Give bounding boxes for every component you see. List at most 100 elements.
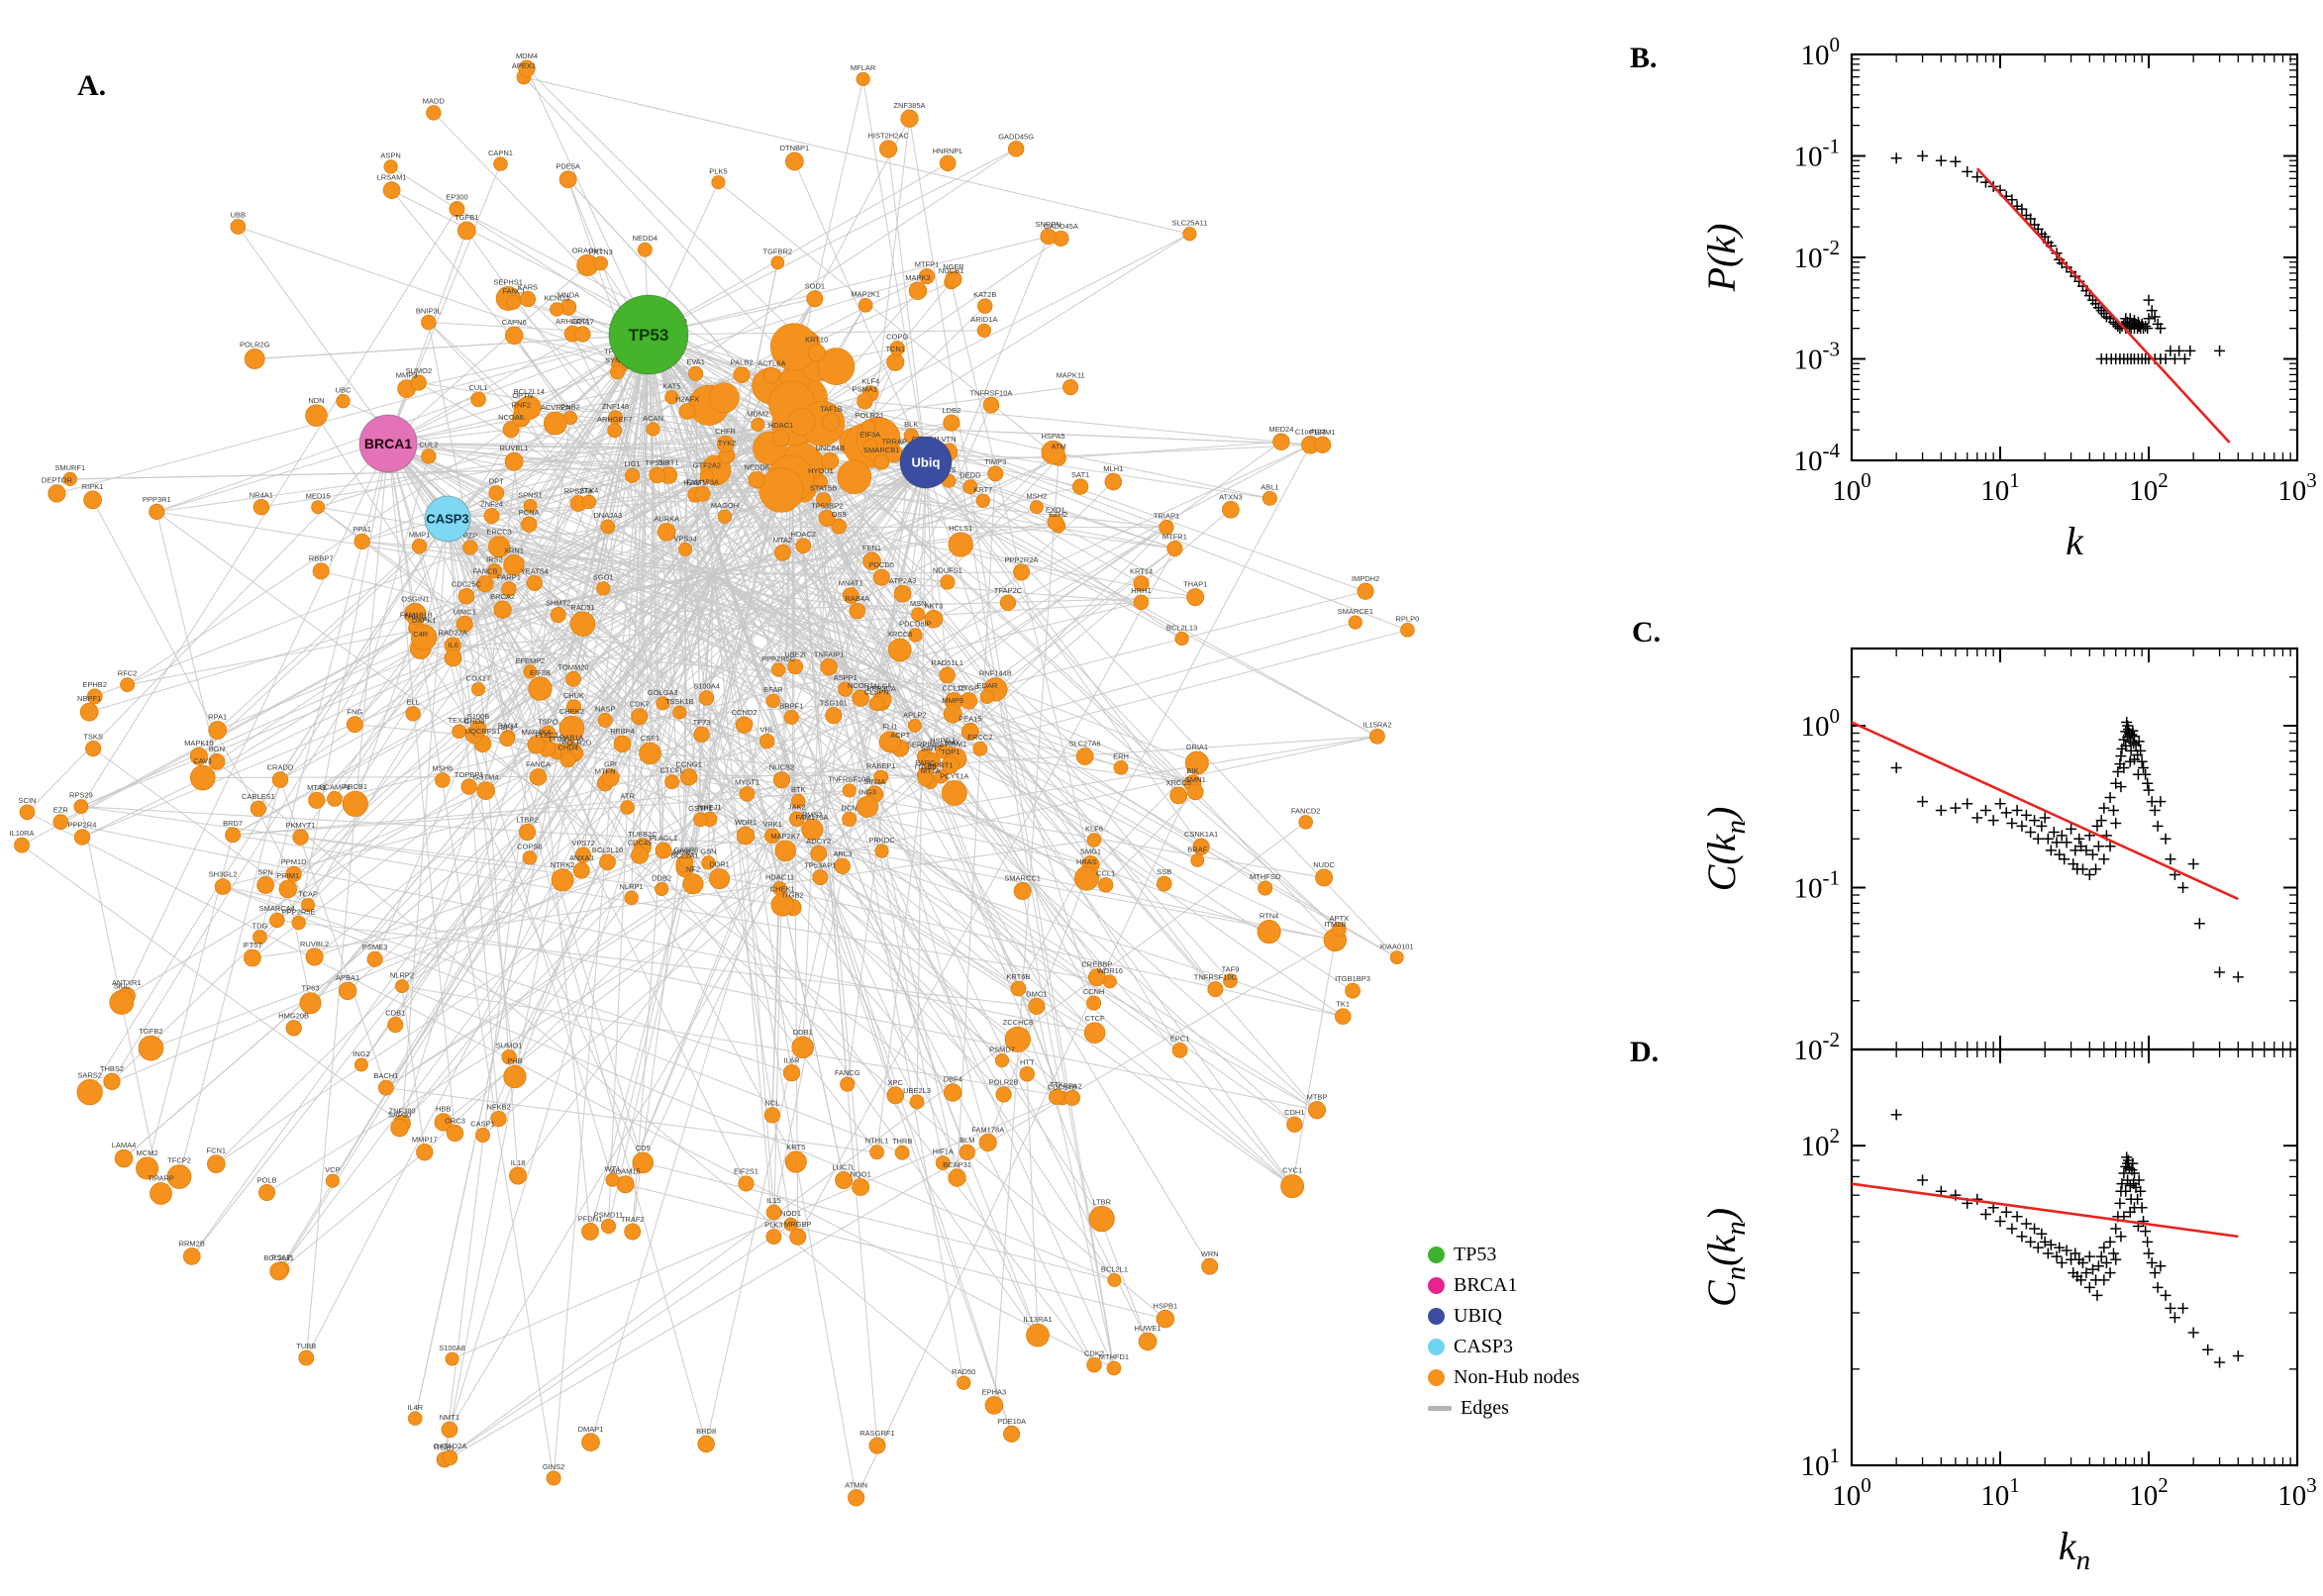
network-node[interactable] (1010, 980, 1027, 997)
network-node[interactable] (987, 465, 1004, 482)
network-node[interactable] (972, 741, 988, 756)
network-node[interactable] (717, 509, 733, 524)
network-node[interactable] (613, 735, 632, 753)
network-node[interactable] (736, 826, 756, 846)
network-node[interactable] (763, 366, 780, 384)
network-node[interactable] (476, 781, 495, 800)
network-node[interactable] (244, 349, 265, 369)
network-node[interactable] (1272, 433, 1290, 450)
network-node[interactable] (917, 770, 934, 787)
network-node[interactable] (225, 827, 241, 844)
network-node[interactable] (558, 715, 585, 742)
network-node[interactable] (460, 778, 477, 795)
network-node[interactable] (716, 435, 735, 453)
network-node[interactable] (1075, 748, 1094, 765)
network-node[interactable] (1345, 982, 1361, 999)
network-node[interactable] (751, 417, 765, 432)
network-node[interactable] (383, 159, 398, 174)
hub-TP53[interactable]: TP53 (608, 294, 689, 375)
network-node[interactable] (982, 396, 1000, 414)
network-node[interactable] (1013, 882, 1032, 900)
network-node[interactable] (924, 609, 944, 629)
network-node[interactable] (911, 607, 926, 622)
network-node[interactable] (1190, 853, 1205, 867)
network-node[interactable] (338, 981, 357, 1001)
network-node[interactable] (1107, 1273, 1122, 1287)
network-node[interactable] (483, 508, 500, 525)
network-node[interactable] (962, 479, 978, 495)
network-node[interactable] (801, 818, 824, 841)
network-node[interactable] (1159, 520, 1174, 536)
network-node[interactable] (1257, 920, 1281, 945)
network-node[interactable] (848, 1489, 865, 1507)
network-node[interactable] (655, 842, 672, 859)
network-node[interactable] (816, 492, 832, 508)
network-node[interactable] (599, 853, 616, 871)
network-node[interactable] (311, 500, 326, 515)
network-node[interactable] (678, 542, 693, 556)
network-node[interactable] (550, 607, 566, 624)
network-node[interactable] (1064, 1089, 1080, 1106)
network-node[interactable] (784, 1150, 807, 1173)
network-node[interactable] (825, 707, 843, 725)
network-node[interactable] (693, 726, 710, 743)
network-node[interactable] (446, 1124, 464, 1143)
network-node[interactable] (1258, 880, 1273, 896)
network-node[interactable] (935, 1155, 951, 1170)
network-node[interactable] (759, 733, 775, 749)
network-node[interactable] (878, 731, 901, 753)
network-node[interactable] (475, 1128, 491, 1144)
network-node[interactable] (1156, 1309, 1175, 1329)
network-node[interactable] (810, 845, 828, 862)
network-node[interactable] (678, 403, 696, 420)
network-node[interactable] (733, 366, 751, 384)
network-node[interactable] (790, 793, 806, 809)
network-node[interactable] (939, 154, 957, 172)
network-node[interactable] (995, 1086, 1012, 1103)
network-node[interactable] (1106, 1360, 1122, 1376)
network-node[interactable] (79, 702, 99, 722)
network-node[interactable] (735, 716, 754, 734)
network-node[interactable] (1086, 833, 1102, 848)
network-node[interactable] (166, 1164, 192, 1189)
network-node[interactable] (978, 1133, 997, 1152)
network-node[interactable] (783, 1217, 798, 1232)
network-node[interactable] (909, 1094, 925, 1110)
network-node[interactable] (783, 709, 799, 725)
network-node[interactable] (1041, 440, 1065, 464)
network-node[interactable] (503, 1064, 527, 1089)
network-node[interactable] (76, 1078, 103, 1106)
network-node[interactable] (1062, 378, 1079, 396)
network-node[interactable] (189, 747, 208, 765)
network-node[interactable] (907, 719, 922, 733)
network-node[interactable] (831, 518, 848, 535)
network-node[interactable] (377, 1079, 394, 1096)
network-node[interactable] (1085, 995, 1102, 1011)
network-node[interactable] (957, 1375, 971, 1390)
network-node[interactable] (1192, 838, 1210, 855)
network-node[interactable] (1187, 783, 1204, 801)
network-node[interactable] (291, 915, 306, 931)
network-node[interactable] (688, 365, 704, 381)
network-node[interactable] (678, 853, 694, 869)
network-node[interactable] (421, 314, 437, 331)
network-node[interactable] (639, 742, 661, 765)
network-node[interactable] (354, 1057, 368, 1072)
network-node[interactable] (14, 837, 30, 853)
network-node[interactable] (999, 594, 1017, 611)
network-node[interactable] (120, 677, 135, 693)
network-node[interactable] (693, 812, 708, 828)
network-node[interactable] (813, 474, 828, 489)
network-node[interactable] (452, 724, 466, 740)
network-node[interactable] (19, 804, 36, 821)
network-node[interactable] (1086, 1356, 1102, 1373)
network-node[interactable] (301, 898, 315, 912)
network-node[interactable] (1334, 1008, 1352, 1025)
network-node[interactable] (558, 170, 577, 189)
network-node[interactable] (748, 470, 765, 489)
network-node[interactable] (960, 723, 979, 741)
network-node[interactable] (469, 720, 487, 738)
network-node[interactable] (269, 1261, 288, 1281)
network-node[interactable] (1156, 875, 1172, 892)
network-node[interactable] (1133, 594, 1150, 610)
